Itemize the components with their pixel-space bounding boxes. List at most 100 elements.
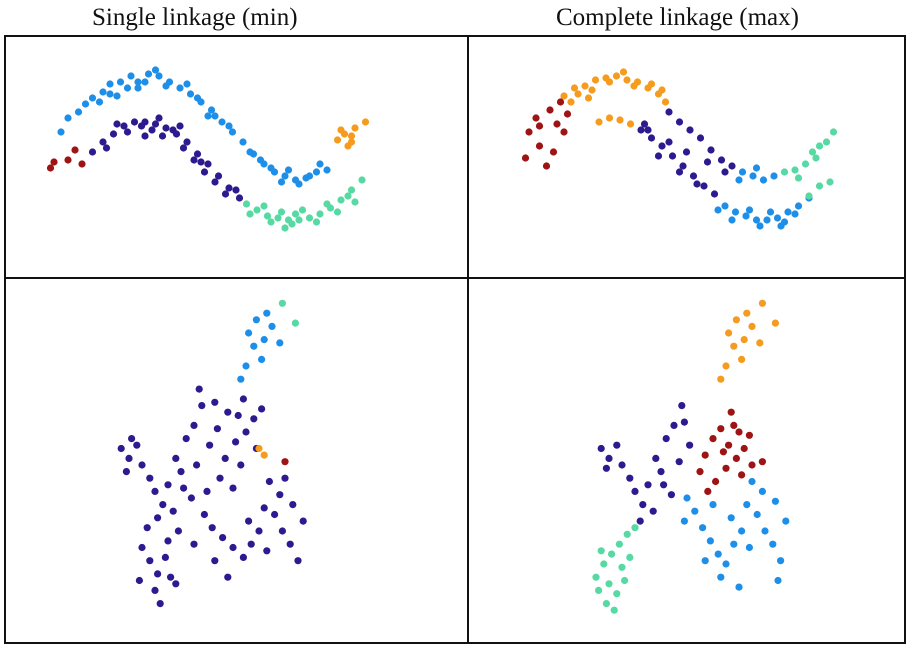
scatter-point-navy bbox=[200, 168, 209, 176]
scatter-point-orange bbox=[740, 336, 748, 344]
scatter-point-blue bbox=[81, 100, 90, 108]
scatter-point-navy bbox=[195, 385, 203, 393]
scatter-point-navy bbox=[618, 461, 626, 469]
scatter-point-navy bbox=[258, 405, 266, 413]
scatter-point-orange bbox=[730, 342, 738, 350]
scatter-point-darkred bbox=[556, 98, 565, 106]
scatter-point-teal bbox=[274, 214, 282, 222]
scatter-point-blue bbox=[748, 477, 756, 486]
scatter-point-navy bbox=[216, 474, 224, 482]
scatter-point-navy bbox=[631, 487, 639, 495]
scatter-point-navy bbox=[117, 444, 125, 453]
scatter-point-navy bbox=[221, 454, 229, 462]
scatter-point-navy bbox=[232, 438, 240, 446]
scatter-point-blue bbox=[773, 214, 782, 222]
scatter-point-navy bbox=[164, 481, 172, 489]
scatter-point-navy bbox=[662, 435, 670, 443]
scatter-point-navy bbox=[678, 402, 686, 410]
scatter-point-blue bbox=[256, 156, 265, 164]
scatter-point-navy bbox=[668, 152, 677, 160]
scatter-point-navy bbox=[180, 484, 188, 492]
scatter-point-navy bbox=[204, 160, 212, 168]
scatter-point-navy bbox=[190, 540, 198, 548]
scatter-point-navy bbox=[707, 146, 715, 154]
scatter-point-navy bbox=[193, 461, 201, 469]
scatter-point-navy bbox=[675, 168, 684, 176]
scatter-point-orange bbox=[658, 86, 666, 94]
scatter-point-teal bbox=[351, 198, 359, 206]
scatter-point-blue bbox=[151, 66, 160, 74]
scatter-point-navy bbox=[161, 553, 169, 562]
scatter-point-navy bbox=[276, 491, 284, 499]
scatter-point-navy bbox=[128, 435, 136, 443]
scatter-point-blue bbox=[155, 72, 163, 80]
scatter-point-navy bbox=[190, 156, 198, 164]
scatter-point-navy bbox=[162, 124, 170, 132]
scatter-point-orange bbox=[337, 126, 345, 134]
scatter-point-navy bbox=[200, 510, 208, 519]
scatter-point-navy bbox=[675, 458, 683, 466]
scatter-point-teal bbox=[822, 138, 831, 146]
scatter-point-orange bbox=[748, 322, 756, 330]
scatter-point-blue bbox=[709, 501, 717, 509]
scatter-point-navy bbox=[151, 487, 159, 495]
scatter-point-blue bbox=[123, 84, 132, 92]
scatter-point-teal bbox=[610, 606, 618, 614]
scatter-point-darkred bbox=[719, 448, 728, 456]
scatter-point-darkred bbox=[732, 454, 741, 462]
scatter-point-blue bbox=[239, 138, 247, 146]
scatter-point-teal bbox=[305, 214, 314, 222]
scatter-point-navy bbox=[278, 527, 286, 535]
scatter-point-navy bbox=[135, 576, 143, 585]
scatter-point-darkred bbox=[704, 487, 712, 495]
scatter-point-blue bbox=[268, 322, 276, 330]
scatter-point-darkred bbox=[532, 114, 540, 122]
scatter-point-navy bbox=[120, 122, 128, 130]
scatter-point-blue bbox=[761, 527, 769, 535]
scatter-point-blue bbox=[245, 329, 253, 337]
scatter-point-teal bbox=[253, 206, 261, 214]
scatter-point-darkred bbox=[738, 471, 746, 479]
scatter-point-navy bbox=[182, 435, 190, 443]
scatter-point-navy bbox=[235, 194, 244, 202]
scatter-point-navy bbox=[159, 501, 167, 509]
scatter-point-blue bbox=[752, 164, 761, 172]
scatter-point-teal bbox=[333, 208, 342, 216]
scatter-point-darkred bbox=[535, 122, 544, 130]
scatter-point-orange bbox=[605, 78, 614, 86]
scatter-point-navy bbox=[177, 468, 185, 476]
scatter-point-blue bbox=[735, 176, 743, 184]
scatter-point-darkred bbox=[712, 477, 720, 486]
scatter-point-blue bbox=[738, 168, 747, 176]
scatter-point-teal bbox=[281, 224, 289, 232]
scatter-point-navy bbox=[675, 118, 684, 126]
scatter-point-teal bbox=[592, 573, 600, 581]
scatter-point-teal bbox=[242, 200, 251, 208]
scatter-point-blue bbox=[237, 375, 245, 383]
scatter-point-navy bbox=[123, 128, 132, 136]
scatter-point-navy bbox=[234, 411, 242, 420]
scatter-point-orange bbox=[584, 94, 593, 102]
scatter-point-navy bbox=[179, 144, 188, 152]
scatter-point-blue bbox=[193, 94, 202, 102]
scatter-point-orange bbox=[630, 82, 638, 90]
scatter-point-darkred bbox=[709, 435, 717, 443]
scatter-point-darkred bbox=[546, 106, 554, 114]
scatter-point-blue bbox=[759, 176, 768, 184]
scatter-point-orange bbox=[619, 68, 628, 76]
scatter-point-navy bbox=[602, 464, 611, 472]
scatter-point-teal bbox=[829, 128, 838, 136]
panel-frame-single-blobs bbox=[4, 277, 469, 644]
scatter-point-teal bbox=[316, 210, 324, 218]
scatter-point-orange bbox=[626, 120, 635, 128]
scatter-point-blue bbox=[95, 98, 104, 106]
scatter-point-darkred bbox=[740, 444, 748, 453]
scatter-point-navy bbox=[247, 540, 255, 548]
scatter-point-blue bbox=[106, 80, 114, 88]
scatter-point-darkred bbox=[758, 458, 767, 466]
scatter-point-navy bbox=[208, 524, 216, 532]
scatter-point-navy bbox=[660, 481, 668, 489]
scatter-point-blue bbox=[228, 128, 237, 136]
scatter-point-blue bbox=[281, 172, 289, 180]
scatter-point-darkred bbox=[46, 164, 55, 172]
